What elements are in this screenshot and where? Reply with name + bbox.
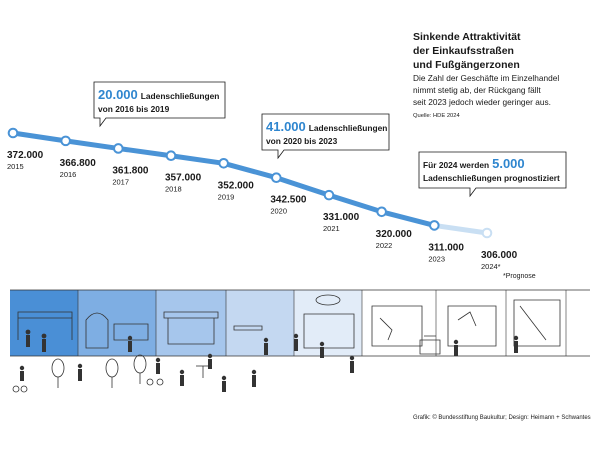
data-point-2019 <box>218 158 229 169</box>
value-label: 331.000 <box>323 212 360 223</box>
year-label: 2024* <box>481 262 501 271</box>
title-line-1: Sinkende Attraktivität <box>413 31 521 43</box>
year-label: 2021 <box>323 224 340 233</box>
shop-block-4 <box>226 290 294 356</box>
point-layer <box>7 127 493 239</box>
callout-box <box>93 81 226 128</box>
year-label: 2019 <box>218 192 235 201</box>
data-point-2018 <box>165 150 177 162</box>
callout-line2: von 2016 bis 2019 <box>98 104 170 114</box>
forecast-footnote: *Prognose <box>503 273 536 280</box>
data-point-2023 <box>429 220 440 231</box>
value-label: 311.000 <box>428 242 464 253</box>
value-label: 361.800 <box>112 165 149 176</box>
callout-2024: Für 2024 werden 5.000 Ladenschließungen p… <box>418 151 567 198</box>
value-label: 352.000 <box>218 180 255 191</box>
callout-big: 41.000 <box>266 119 306 134</box>
forecast-line <box>431 222 490 236</box>
callout-big: 20.000 <box>98 87 138 102</box>
desc-line-3: seit 2023 jedoch wieder geringer aus. <box>413 97 551 107</box>
callout-2020-2023: 41.000 Ladenschließungen von 2020 bis 202… <box>261 113 390 160</box>
title-line-3: und Fußgängerzonen <box>413 59 520 71</box>
value-label: 372.000 <box>7 150 44 161</box>
shop-block-3 <box>156 290 226 356</box>
data-point-2020 <box>271 172 282 183</box>
year-label: 2020 <box>270 207 287 216</box>
callout-box <box>261 113 390 160</box>
credit: Grafik: © Bundesstiftung Baukultur; Desi… <box>413 414 591 421</box>
title-line-2: der Einkaufsstraßen <box>413 45 514 57</box>
callout-text: Ladenschließungen <box>309 123 388 133</box>
street-illustration <box>10 289 590 393</box>
year-label: 2023 <box>428 254 445 263</box>
year-label: 2022 <box>376 241 393 250</box>
year-label: 2017 <box>112 177 129 186</box>
desc-line-2: nimmt stetig ab, der Rückgang fällt <box>413 85 541 95</box>
source: Quelle: HDE 2024 <box>413 113 460 119</box>
value-label: 306.000 <box>481 250 518 261</box>
value-label: 320.000 <box>376 229 413 240</box>
shop-block-2 <box>78 290 156 356</box>
value-label: 342.500 <box>270 195 307 206</box>
callout-text: Ladenschließungen <box>141 91 220 101</box>
year-label: 2016 <box>60 170 77 179</box>
callout-pre: Für 2024 werden <box>423 160 489 170</box>
callout-line2: Ladenschließungen prognostiziert <box>423 173 560 183</box>
data-point-2024* <box>481 227 493 239</box>
data-point-2016 <box>60 135 71 147</box>
callout-2016-2019: 20.000 Ladenschließungen von 2016 bis 201… <box>93 81 226 128</box>
value-label: 357.000 <box>165 173 202 184</box>
callout-box <box>418 151 567 198</box>
value-label: 366.800 <box>60 158 97 169</box>
callout-big: 5.000 <box>492 156 525 171</box>
year-label: 2018 <box>165 185 182 194</box>
data-point-2017 <box>113 143 124 154</box>
data-point-2015 <box>7 127 19 139</box>
data-point-2021 <box>323 189 335 201</box>
data-point-2022 <box>376 206 387 218</box>
year-label: 2015 <box>7 162 24 171</box>
desc-line-1: Die Zahl der Geschäfte im Einzelhandel <box>413 73 559 83</box>
shop-block-5 <box>294 290 362 356</box>
callout-line2: von 2020 bis 2023 <box>266 136 338 146</box>
